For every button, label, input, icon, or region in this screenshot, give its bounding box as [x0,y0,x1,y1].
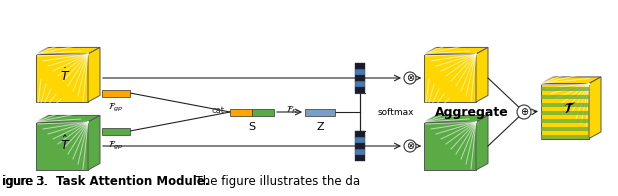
Text: ⊗: ⊗ [406,73,414,83]
Bar [102,90,130,96]
Bar [541,119,589,122]
Text: $\mathcal{F}_{gp}$: $\mathcal{F}_{gp}$ [108,140,124,152]
Text: ⊗: ⊗ [406,141,414,151]
Bar [230,109,252,115]
Text: $\mathcal{T}$: $\mathcal{T}$ [564,101,576,115]
Text: $\mathcal{F}_{fc}$: $\mathcal{F}_{fc}$ [286,104,300,116]
Bar [355,155,365,161]
Polygon shape [476,47,488,102]
Text: $\mathcal{F}_{gp}$: $\mathcal{F}_{gp}$ [108,102,124,114]
FancyBboxPatch shape [424,122,476,170]
Bar [355,81,365,87]
Text: softmax: softmax [378,107,415,116]
Text: $\mathcal{T}$: $\mathcal{T}$ [562,102,575,116]
Polygon shape [541,77,601,83]
Polygon shape [88,115,100,170]
Circle shape [404,72,416,84]
Text: igure 3.: igure 3. [2,175,55,188]
Bar [305,109,335,115]
Polygon shape [88,47,100,102]
Text: ⊕: ⊕ [520,107,528,117]
Text: Task Attention Module.: Task Attention Module. [56,175,209,188]
Text: Aggregate: Aggregate [435,105,509,119]
Polygon shape [589,77,601,139]
Circle shape [404,140,416,152]
Bar [102,128,130,134]
Bar [355,75,365,81]
Text: igure 3.: igure 3. [3,175,56,188]
Circle shape [517,105,531,119]
Bar [355,131,365,137]
Text: Z: Z [316,122,324,132]
Polygon shape [424,47,488,54]
FancyBboxPatch shape [541,83,589,139]
Polygon shape [476,115,488,170]
Bar [355,69,365,75]
FancyBboxPatch shape [36,122,88,170]
Bar [541,103,589,106]
Bar [541,111,589,114]
Bar [355,137,365,143]
Polygon shape [36,47,100,54]
Text: The figure illustrates the da: The figure illustrates the da [188,175,361,188]
Text: $\dot{T}$: $\dot{T}$ [61,67,71,84]
Bar [541,86,589,91]
FancyBboxPatch shape [36,54,88,102]
Bar [355,143,365,149]
Bar [252,109,274,115]
Bar [541,126,589,131]
Polygon shape [36,115,100,122]
Text: S: S [248,122,256,132]
Text: $\hat{T}$: $\hat{T}$ [61,135,71,153]
Text: igure 3.: igure 3. [2,175,55,188]
Bar [355,149,365,155]
Bar [355,87,365,93]
Bar [541,94,589,99]
Text: cat: cat [212,105,225,114]
Bar [541,134,589,139]
Polygon shape [424,115,488,122]
FancyBboxPatch shape [424,54,476,102]
Bar [355,63,365,69]
